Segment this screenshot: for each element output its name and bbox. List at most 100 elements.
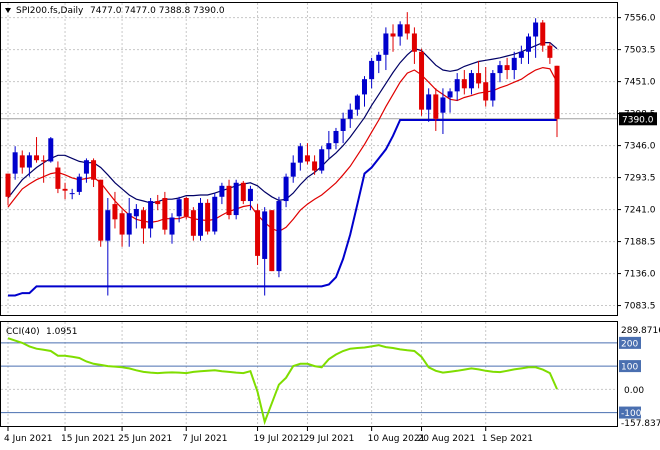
candle-body[interactable]: [233, 182, 239, 216]
candle-body[interactable]: [411, 33, 417, 52]
candle-body[interactable]: [304, 155, 310, 162]
candle-body[interactable]: [497, 65, 503, 74]
candle-body[interactable]: [297, 146, 303, 163]
candle-body[interactable]: [140, 210, 146, 229]
candle-body[interactable]: [454, 79, 460, 92]
candle-body[interactable]: [433, 94, 439, 119]
candle-body[interactable]: [419, 51, 425, 110]
candle-body[interactable]: [447, 91, 453, 98]
candle-body[interactable]: [262, 211, 268, 259]
candle-body[interactable]: [41, 160, 47, 162]
candle-body[interactable]: [98, 179, 104, 241]
candle-body[interactable]: [83, 160, 89, 174]
candle-body[interactable]: [5, 173, 11, 197]
candle-body[interactable]: [326, 143, 332, 150]
candle-body[interactable]: [190, 210, 196, 236]
candle-body[interactable]: [176, 199, 182, 217]
candle-body[interactable]: [12, 152, 18, 174]
candle-body[interactable]: [354, 95, 360, 110]
candle-body[interactable]: [276, 201, 282, 272]
candle-body[interactable]: [48, 138, 54, 162]
ohlc-values: 7477.0 7477.0 7388.8 7390.0: [90, 6, 225, 16]
candle-body[interactable]: [226, 185, 232, 216]
candle-body[interactable]: [126, 213, 132, 235]
candlesticks[interactable]: [5, 12, 560, 296]
candle-body[interactable]: [490, 73, 496, 101]
candle-body[interactable]: [511, 57, 517, 71]
time-tick-label: 19 Jul 2021: [254, 434, 305, 444]
candle-body[interactable]: [26, 155, 32, 168]
candle-body[interactable]: [119, 213, 125, 235]
price-axis: 7556.07503.57451.07398.57346.07293.57241…: [617, 14, 656, 312]
candle-body[interactable]: [198, 202, 204, 236]
candle-body[interactable]: [212, 196, 218, 232]
candle-body[interactable]: [162, 198, 168, 230]
candle-body[interactable]: [554, 65, 560, 119]
time-tick-label: 25 Jun 2021: [118, 434, 172, 444]
candle-body[interactable]: [404, 24, 410, 34]
candle-body[interactable]: [347, 109, 353, 119]
candle-body[interactable]: [468, 73, 474, 89]
candle-body[interactable]: [34, 155, 40, 161]
candle-body[interactable]: [255, 210, 261, 256]
candle-body[interactable]: [340, 118, 346, 131]
candle-body[interactable]: [183, 198, 189, 217]
cci-indicator-panel[interactable]: [0, 321, 618, 427]
candle-body[interactable]: [319, 149, 325, 171]
candle-body[interactable]: [390, 33, 396, 37]
candle-body[interactable]: [112, 204, 118, 220]
candle-body[interactable]: [483, 82, 489, 101]
candle-body[interactable]: [440, 97, 446, 113]
candle-body[interactable]: [476, 73, 482, 84]
candle-body[interactable]: [205, 202, 211, 232]
candle-body[interactable]: [518, 51, 524, 58]
candle-body[interactable]: [169, 217, 175, 235]
candle-body[interactable]: [383, 33, 389, 55]
candle-body[interactable]: [333, 130, 339, 144]
candle-body[interactable]: [540, 22, 546, 46]
candle-body[interactable]: [240, 182, 246, 202]
candle-body[interactable]: [247, 188, 253, 202]
candle-body[interactable]: [397, 24, 403, 37]
candle-body[interactable]: [461, 79, 467, 89]
cci-max-label: 289.8716: [621, 326, 660, 336]
candle-body[interactable]: [105, 210, 111, 241]
candle-body[interactable]: [376, 54, 382, 61]
horizontal-grid: [1, 17, 617, 307]
candle-body[interactable]: [362, 79, 367, 95]
candle-body[interactable]: [62, 188, 68, 191]
cci-header: CCI(40) 1.0951: [6, 327, 78, 337]
time-tick-label: 20 Aug 2021: [418, 434, 476, 444]
candle-body[interactable]: [312, 161, 318, 171]
candle-body[interactable]: [369, 60, 375, 80]
candle-body[interactable]: [55, 167, 61, 189]
candle-body[interactable]: [76, 176, 82, 192]
candle-body[interactable]: [19, 155, 25, 168]
triangle-down-icon: [5, 8, 11, 13]
candle-body[interactable]: [533, 22, 539, 37]
candle-body[interactable]: [219, 185, 225, 197]
candle-body[interactable]: [133, 208, 139, 217]
candle-body[interactable]: [290, 162, 296, 177]
candle-body[interactable]: [148, 201, 154, 229]
candle-body[interactable]: [525, 36, 531, 52]
candle-body[interactable]: [426, 94, 432, 110]
candle-body[interactable]: [91, 160, 97, 180]
price-tick-label: 7293.5: [624, 174, 656, 184]
price-tick-label: 7556.0: [624, 14, 656, 24]
candle-body[interactable]: [69, 193, 75, 195]
candle-body[interactable]: [155, 201, 161, 205]
cci-min-label: -157.8378: [621, 419, 660, 429]
price-tick-label: 7451.0: [624, 78, 656, 88]
candle-body[interactable]: [547, 45, 553, 58]
candle-body[interactable]: [283, 176, 289, 202]
ma-slow-line: [7, 41, 558, 204]
candle-body[interactable]: [504, 65, 510, 71]
time-tick-label: 4 Jun 2021: [4, 434, 52, 444]
price-tick-label: 7241.0: [624, 206, 656, 216]
price-tick-label: 7083.5: [624, 302, 656, 312]
current-price-marker: 7390.0: [619, 112, 657, 126]
candle-body[interactable]: [269, 210, 275, 272]
time-tick-label: 10 Aug 2021: [368, 434, 426, 444]
